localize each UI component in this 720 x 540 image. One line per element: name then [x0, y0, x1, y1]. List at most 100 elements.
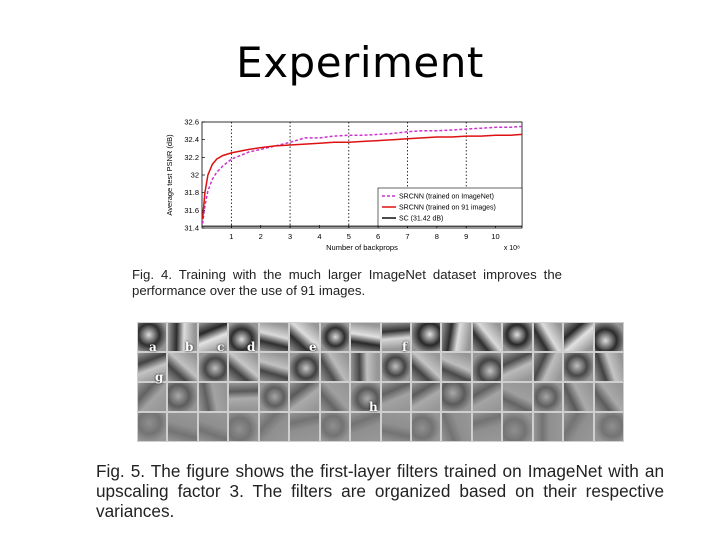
- filter-tile: [290, 413, 319, 441]
- filter-tile: [259, 383, 289, 411]
- filter-label-f: f: [402, 340, 408, 354]
- filter-tile: [411, 383, 441, 411]
- filter-tile: [472, 353, 502, 381]
- filter-tile: [320, 323, 350, 351]
- y-axis-label: Average test PSNR (dB): [165, 134, 174, 216]
- filter-tile: [290, 323, 319, 351]
- filter-tile: [411, 323, 441, 351]
- series-line-2: [201, 133, 523, 220]
- filter-tile: [198, 353, 228, 381]
- y-tick-label: 32.4: [184, 135, 199, 144]
- filter-tile: [503, 413, 532, 441]
- filter-label-b: b: [185, 340, 194, 354]
- figure-4-caption: Fig. 4. Training with the much larger Im…: [132, 267, 562, 298]
- filter-tile: [381, 323, 410, 351]
- filter-tile: [472, 323, 502, 351]
- filter-tile: [594, 383, 623, 411]
- filter-tile: [381, 413, 410, 441]
- filter-tile: [594, 353, 623, 381]
- y-tick-label: 31.4: [184, 224, 199, 233]
- x-tick-label: 9: [464, 232, 468, 241]
- filter-tile: [381, 353, 410, 381]
- filter-tile: [564, 413, 593, 441]
- filter-tile: [442, 383, 471, 411]
- filter-tile: [564, 353, 593, 381]
- filter-tile: [198, 413, 228, 441]
- filter-tile: [168, 413, 197, 441]
- legend-box: [377, 187, 523, 227]
- filter-tile: [381, 383, 410, 411]
- filter-tile: [138, 383, 167, 411]
- filter-tile: [594, 323, 623, 351]
- filter-tile: [351, 323, 380, 351]
- filter-tile: [259, 353, 289, 381]
- filter-tile: [259, 323, 289, 351]
- filter-tile: [320, 383, 350, 411]
- x-tick-label: 8: [435, 232, 439, 241]
- x-tick-label: 5: [347, 232, 351, 241]
- y-tick-label: 32.2: [184, 153, 199, 162]
- x-tick-label: 2: [259, 232, 263, 241]
- filter-tile: [229, 383, 258, 411]
- x-tick-label: 6: [376, 232, 380, 241]
- filter-tile: [229, 323, 258, 351]
- filter-tile: [533, 353, 563, 381]
- filter-tile: [442, 413, 471, 441]
- filter-tile: [351, 413, 380, 441]
- x-axis-label: Number of backprops: [326, 243, 398, 252]
- filter-tile: [198, 383, 228, 411]
- filter-label-e: e: [309, 340, 317, 354]
- filter-tile: [503, 323, 532, 351]
- filter-tile: [168, 323, 197, 351]
- filter-tile: [168, 383, 197, 411]
- filter-grid-image: a b c d e f g h: [137, 322, 624, 442]
- filter-tile: [351, 353, 380, 381]
- filter-tile: [290, 353, 319, 381]
- filter-tile: [442, 323, 471, 351]
- filter-tile: [229, 353, 258, 381]
- filter-tile: [138, 323, 167, 351]
- filter-tile: [564, 323, 593, 351]
- y-tick-label: 31.8: [184, 188, 199, 197]
- filter-tile: [564, 383, 593, 411]
- filter-tile: [138, 353, 167, 381]
- x-exponent-label: x 10⁸: [504, 245, 520, 252]
- filter-label-c: c: [217, 340, 225, 354]
- filter-tile: [442, 353, 471, 381]
- filter-tile: [351, 383, 380, 411]
- filter-label-d: d: [247, 340, 256, 354]
- filter-tile: [503, 353, 532, 381]
- filter-tile: [533, 413, 563, 441]
- filter-tile: [472, 413, 502, 441]
- filter-tile: [290, 383, 319, 411]
- filter-tile: [472, 383, 502, 411]
- filter-tile: [594, 413, 623, 441]
- filter-tile: [320, 413, 350, 441]
- x-tick-label: 1: [229, 232, 233, 241]
- filter-tile: [533, 323, 563, 351]
- x-tick-label: 3: [288, 232, 292, 241]
- figure-5-caption: Fig. 5. The figure shows the first-layer…: [96, 461, 664, 521]
- y-tick-label: 32: [191, 171, 199, 180]
- psnr-chart: 1 2 3 4 5 6 7 8 9 10 31.4 31.6 31.8 32 32.2 32.4 32.6 Ave…: [165, 118, 523, 252]
- x-tick-label: 7: [405, 232, 409, 241]
- filter-label-a: a: [149, 340, 157, 354]
- filter-tile: [259, 413, 289, 441]
- filter-tile: [411, 353, 441, 381]
- filter-tile: [503, 383, 532, 411]
- filter-tile: [198, 323, 228, 351]
- series-line-1: [201, 125, 523, 224]
- filter-tile: [411, 413, 441, 441]
- legend-entry: SC (31.42 dB): [399, 216, 443, 223]
- filter-label-h: h: [369, 400, 378, 414]
- filter-label-g: g: [155, 370, 164, 384]
- x-tick-label: 10: [491, 232, 499, 241]
- filter-tile: [138, 413, 167, 441]
- x-tick-label: 4: [317, 232, 321, 241]
- filter-tile: [168, 353, 197, 381]
- y-tick-label: 31.6: [184, 206, 199, 215]
- legend-entry: SRCNN (trained on ImageNet): [399, 194, 494, 201]
- y-tick-label: 32.6: [184, 118, 199, 127]
- filter-tile: [533, 383, 563, 411]
- legend-entry: SRCNN (trained on 91 images): [399, 205, 496, 212]
